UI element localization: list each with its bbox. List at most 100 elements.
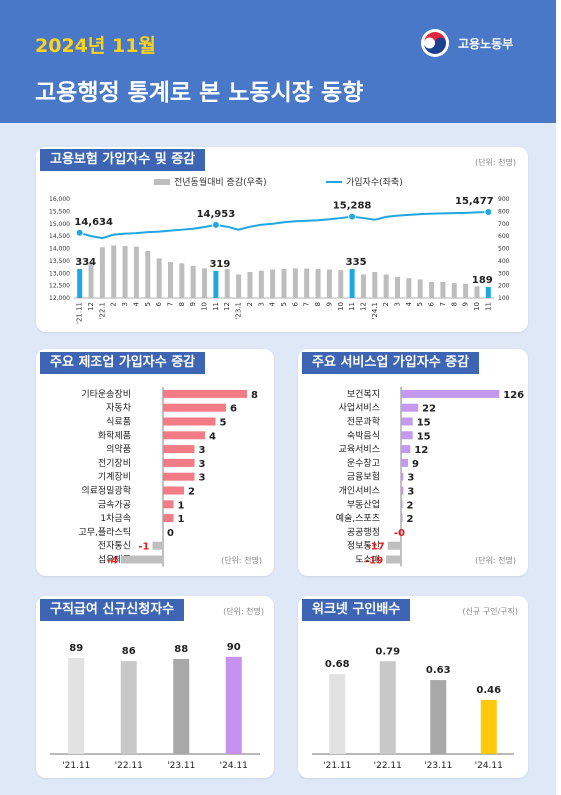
value-bar — [401, 417, 413, 426]
x-tick-label: 4 — [132, 301, 140, 306]
x-tick-label: 10 — [337, 302, 345, 311]
report-date: 2024년 11월 — [35, 35, 156, 57]
services-unit: (단위: 천명) — [475, 556, 516, 565]
insurance-bar — [463, 283, 469, 298]
value-bar — [163, 403, 226, 412]
insurance-bar — [202, 268, 208, 298]
x-tick-label: 12 — [87, 302, 95, 311]
legend-line-label: 가입자수(좌축) — [346, 176, 403, 188]
insurance-bar — [281, 268, 287, 298]
category-label: 금속가공 — [98, 499, 131, 510]
insurance-bar — [417, 279, 423, 298]
category-label: 부동산업 — [347, 499, 380, 510]
x-tick-label: '24.1 — [371, 302, 379, 320]
value-bar — [480, 700, 497, 754]
category-label: 공공행정 — [347, 526, 380, 538]
x-tick-label: '23.11 — [167, 761, 195, 771]
insurance-line-label: 14,953 — [197, 209, 236, 220]
category-label: 섬유제품 — [98, 555, 131, 566]
value-bar — [401, 431, 413, 440]
value-label: 2 — [407, 500, 414, 511]
value-label: 0 — [167, 528, 174, 539]
y-right-tick: 100 — [498, 295, 510, 302]
value-label: 1 — [178, 500, 185, 511]
insurance-bar — [156, 258, 162, 298]
worknet-chart: 0.68 '21.11 0.79 '22.11 0.63 '23.11 0.46 '24.11 — [312, 646, 514, 771]
category-label: 화학제품 — [98, 430, 131, 441]
category-label: 교육서비스 — [339, 444, 380, 455]
value-bar — [430, 680, 447, 754]
x-tick-label: '23.11 — [424, 761, 452, 771]
y-left-tick: 15,000 — [49, 221, 70, 228]
insurance-bar — [315, 268, 321, 298]
value-bar — [401, 500, 403, 509]
category-label: 자동차 — [106, 402, 132, 414]
value-bar — [163, 417, 216, 426]
value-label: 6 — [230, 404, 237, 415]
insurance-bar — [440, 281, 446, 298]
x-tick-label: 11 — [212, 302, 220, 311]
value-bar — [152, 541, 163, 550]
insurance-line-point — [484, 207, 493, 216]
value-label: 86 — [122, 646, 136, 657]
insurance-bar-label: 189 — [472, 275, 493, 286]
insurance-bar-label: 335 — [346, 257, 367, 268]
category-label: 예술,스포츠 — [336, 513, 380, 524]
report-title: 고용행정 통계로 본 노동시장 동향 — [35, 80, 364, 106]
services-title: 주요 서비스업 가입자수 증감 — [302, 352, 480, 374]
x-tick-label: 3 — [394, 302, 402, 306]
insurance-bar — [270, 269, 276, 298]
value-bar — [163, 472, 195, 481]
value-bar — [121, 555, 163, 564]
category-label: 식료품 — [106, 417, 131, 428]
insurance-bar — [99, 247, 105, 298]
category-label: 숙박음식 — [347, 430, 380, 441]
x-tick-label: 7 — [166, 302, 174, 306]
category-label: 금융보험 — [347, 472, 380, 483]
category-label: 1차금속 — [100, 512, 131, 524]
value-label: 12 — [414, 445, 428, 456]
value-bar — [163, 514, 174, 523]
value-label: 3 — [199, 473, 206, 484]
x-tick-label: 7 — [439, 302, 447, 306]
x-tick-label: 8 — [178, 302, 186, 306]
x-tick-label: 12 — [223, 302, 231, 311]
x-tick-label: '21.11 — [76, 302, 84, 324]
category-label: 고무,플라스틱 — [78, 526, 131, 538]
x-tick-label: 8 — [450, 302, 458, 306]
insurance-bar — [167, 262, 173, 298]
insurance-line-label: 15,477 — [455, 196, 494, 207]
y-left-tick: 12,500 — [49, 283, 70, 290]
value-label: 8 — [251, 390, 258, 401]
x-tick-label: 6 — [155, 301, 163, 306]
claims-chart: 89 '21.11 86 '22.11 88 '23.11 90 '24.11 — [50, 642, 260, 771]
insurance-bar — [474, 286, 480, 298]
value-label: 2 — [407, 514, 414, 525]
insurance-line-point — [348, 212, 357, 221]
ministry-logo: 고용노동부 — [420, 28, 528, 58]
category-label: 운수창고 — [347, 458, 380, 469]
x-tick-label: 5 — [144, 302, 152, 306]
x-tick-label: 2 — [110, 302, 118, 306]
value-bar — [120, 661, 137, 754]
x-tick-label: 12 — [359, 302, 367, 311]
category-label: 보건복지 — [347, 389, 380, 400]
x-tick-label: 2 — [246, 302, 254, 306]
worknet-card: 워크넷 구인배수 (신규 구인/구직) 0.68 '21.11 0.79 '22.11… — [298, 596, 528, 778]
x-tick-label: '21.11 — [62, 761, 90, 771]
value-label: 9 — [412, 459, 419, 470]
value-label: 0.68 — [325, 659, 350, 670]
value-bar — [163, 445, 195, 454]
insurance-bar — [258, 270, 264, 298]
value-label: 22 — [422, 404, 436, 415]
insurance-bar — [304, 268, 310, 298]
value-label: 2 — [188, 487, 195, 498]
x-tick-label: 9 — [462, 302, 470, 306]
insurance-bar — [485, 286, 491, 298]
value-label: 89 — [69, 643, 83, 654]
x-tick-label: '22.11 — [115, 761, 143, 771]
x-tick-label: 3 — [257, 302, 265, 306]
value-bar — [163, 431, 205, 440]
worknet-unit: (신규 구인/구직) — [462, 607, 518, 616]
x-tick-label: '22.1 — [98, 302, 106, 320]
